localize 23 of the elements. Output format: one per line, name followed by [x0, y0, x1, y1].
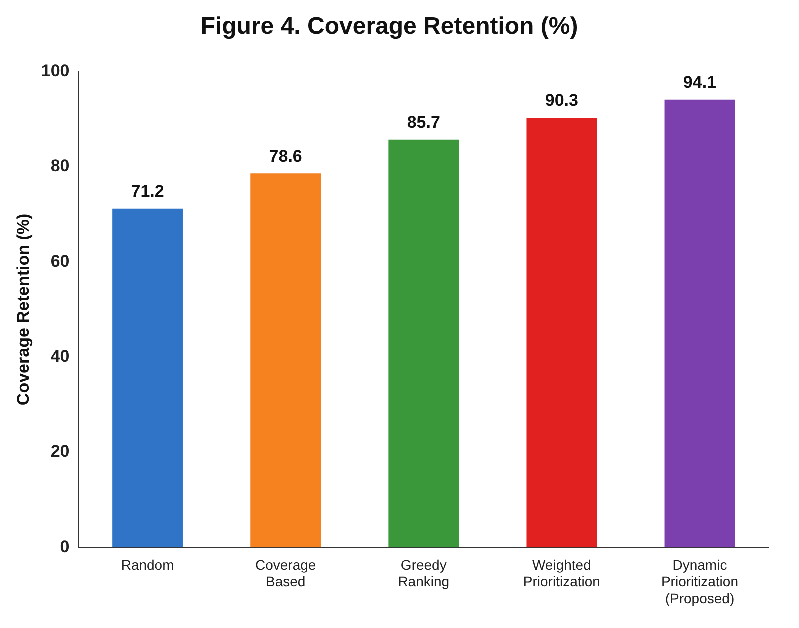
- bar: [526, 118, 598, 548]
- data-label: 90.3: [545, 91, 578, 110]
- y-tick-label: 60: [50, 252, 70, 271]
- x-tick-label: Coverage Based: [255, 556, 316, 590]
- x-tick-label: Random: [121, 556, 174, 573]
- x-tick-label: Dynamic Prioritization (Proposed): [661, 556, 738, 606]
- bar: [112, 208, 183, 548]
- data-label: 85.7: [407, 113, 440, 132]
- bar: [250, 174, 322, 548]
- bar: [664, 100, 736, 548]
- y-tick-label: 100: [41, 61, 70, 80]
- y-tick-label: 40: [50, 346, 70, 366]
- chart-title: Figure 4. Coverage Retention (%): [200, 13, 578, 40]
- data-label: 94.1: [683, 73, 717, 92]
- data-label: 78.6: [269, 146, 302, 166]
- x-tick-label: Greedy Ranking: [398, 556, 450, 590]
- data-label: 71.2: [131, 182, 164, 202]
- y-axis-title: Coverage Retention (%): [14, 214, 33, 406]
- y-tick-label: 0: [60, 537, 70, 556]
- y-tick-label: 20: [50, 442, 70, 462]
- bar: [388, 140, 460, 548]
- x-tick-label: Weighted Prioritization: [523, 556, 600, 590]
- y-tick-label: 80: [50, 156, 70, 176]
